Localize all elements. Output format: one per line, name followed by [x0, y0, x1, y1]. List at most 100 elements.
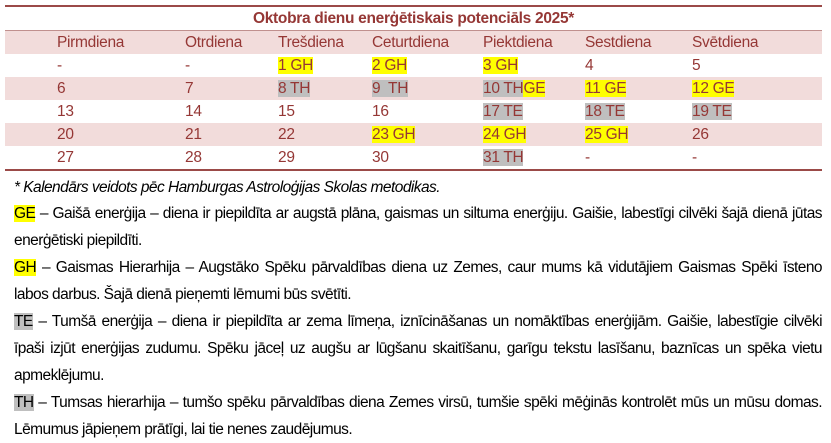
day-label: 14 [185, 103, 202, 120]
footnote: * Kalendārs veidots pēc Hamburgas Astrol… [14, 179, 441, 196]
day-cell: 26 [692, 123, 709, 146]
table-row: - - 1 GH 2 GH 3 GH 4 5 [5, 54, 822, 77]
legend-item: TH – Tumsas hierarhija – tumšo spēku pār… [14, 389, 823, 443]
day-cell: 14 [185, 100, 202, 123]
day-cell: 8 TH [278, 77, 310, 100]
day-cell: 24 GH [483, 123, 527, 146]
day-label-highlighted: 1 GH [278, 57, 313, 74]
day-label-highlighted: 11 GE [585, 80, 627, 97]
header-svētdiena: Svētdiena [692, 34, 759, 51]
day-cell: - [185, 54, 190, 77]
header-pirmdiena: Pirmdiena [57, 34, 125, 51]
legend-description: – Gaismas Hierarhija – Augstāko Spēku pā… [14, 259, 823, 303]
table-title: Oktobra dienu enerģētiskais potenciāls 2… [5, 7, 822, 31]
day-cell: 1 GH [278, 54, 313, 77]
day-label: - [585, 149, 590, 166]
header-row: Pirmdiena Otrdiena Trešdiena Ceturtdiena Pie… [5, 31, 822, 54]
header-ceturtdiena: Ceturtdiena [372, 34, 449, 51]
day-cell: - [692, 146, 697, 169]
day-cell: 27 [57, 146, 74, 169]
legend-item: GH – Gaismas Hierarhija – Augstāko Spēku… [14, 254, 823, 308]
day-cell: 6 [57, 77, 66, 100]
notes: * Kalendārs veidots pēc Hamburgas Astrol… [14, 176, 823, 443]
day-cell: 2 GH [372, 54, 407, 77]
day-cell: 28 [185, 146, 202, 169]
day-cell: 18 TE [585, 100, 625, 123]
day-cell: 9 TH [372, 77, 408, 100]
day-cell: 17 TE [483, 100, 523, 123]
header-sestdiena: Sestdiena [585, 34, 652, 51]
day-label: 16 [372, 103, 389, 120]
day-label-highlighted: 9 TH [372, 80, 409, 97]
day-cell: 13 [57, 100, 74, 123]
day-label: 22 [278, 126, 295, 143]
day-cell: 15 [278, 100, 295, 123]
day-label: 29 [278, 149, 295, 166]
day-cell: - [585, 146, 590, 169]
day-label-highlighted: 25 GH [585, 126, 629, 143]
legend-code: TE [14, 313, 33, 330]
day-label: 15 [278, 103, 295, 120]
day-cell: 21 [185, 123, 202, 146]
day-label-highlighted: 24 GH [483, 126, 527, 143]
header-trešdiena: Trešdiena [278, 34, 344, 51]
day-cell: 12 GE [692, 77, 735, 100]
day-cell: 30 [372, 146, 389, 169]
day-label-highlighted: 31 TH [483, 149, 524, 166]
day-cell: 20 [57, 123, 74, 146]
day-cell: 31 TH [483, 146, 524, 169]
day-label: 4 [585, 57, 594, 74]
day-label-highlighted: 17 TE [483, 103, 523, 120]
table-row: 13 14 15 16 17 TE 18 TE 19 TE [5, 100, 822, 123]
day-cell: 10 THGE [483, 77, 546, 100]
day-label: 20 [57, 126, 74, 143]
day-label: 6 [57, 80, 66, 97]
day-label: - [57, 57, 62, 74]
day-cell: 23 GH [372, 123, 416, 146]
day-label-highlighted: GE [523, 80, 546, 97]
header-piektdiena: Piektdiena [483, 34, 553, 51]
legend-code: GE [14, 205, 36, 222]
legend-code: GH [14, 259, 37, 276]
day-label-highlighted: 8 TH [278, 80, 311, 97]
day-cell: - [57, 54, 62, 77]
calendar-table: Oktobra dienu enerģētiskais potenciāls 2… [5, 5, 822, 171]
table-row: 27 28 29 30 31 TH - - [5, 146, 822, 169]
day-label-highlighted: 18 TE [585, 103, 625, 120]
day-cell: 11 GE [585, 77, 627, 100]
day-label-highlighted: 19 TE [692, 103, 732, 120]
day-label: 28 [185, 149, 202, 166]
day-label: 7 [185, 80, 194, 97]
day-label: 5 [692, 57, 701, 74]
day-cell: 29 [278, 146, 295, 169]
day-label-highlighted: 12 GE [692, 80, 735, 97]
legend-description: – Tumsas hierarhija – tumšo spēku pārval… [14, 394, 823, 438]
legend-description: – Gaišā enerģija – diena ir piepildīta a… [14, 205, 823, 249]
table-row: 20 21 22 23 GH 24 GH 25 GH 26 [5, 123, 822, 146]
day-label: - [692, 149, 697, 166]
day-label: 21 [185, 126, 202, 143]
table-row: 6 7 8 TH 9 TH 10 THGE 11 GE 12 GE [5, 77, 822, 100]
day-cell: 19 TE [692, 100, 732, 123]
day-label-highlighted: 10 TH [483, 80, 524, 97]
day-cell: 25 GH [585, 123, 629, 146]
day-cell: 7 [185, 77, 194, 100]
day-label-highlighted: 23 GH [372, 126, 416, 143]
day-cell: 3 GH [483, 54, 518, 77]
day-cell: 4 [585, 54, 594, 77]
day-label: - [185, 57, 190, 74]
day-label-highlighted: 2 GH [372, 57, 407, 74]
legend-item: TE – Tumšā enerģija – diena ir piepildīt… [14, 308, 823, 389]
day-label: 13 [57, 103, 74, 120]
day-label: 30 [372, 149, 389, 166]
day-label-highlighted: 3 GH [483, 57, 518, 74]
day-cell: 5 [692, 54, 701, 77]
day-label: 26 [692, 126, 709, 143]
day-cell: 16 [372, 100, 389, 123]
legend-description: – Tumšā enerģija – diena ir piepildīta a… [14, 313, 823, 384]
day-cell: 22 [278, 123, 295, 146]
legend-code: TH [14, 394, 34, 411]
header-otrdiena: Otrdiena [185, 34, 243, 51]
day-label: 27 [57, 149, 74, 166]
legend-item: GE – Gaišā enerģija – diena ir piepildīt… [14, 200, 823, 254]
